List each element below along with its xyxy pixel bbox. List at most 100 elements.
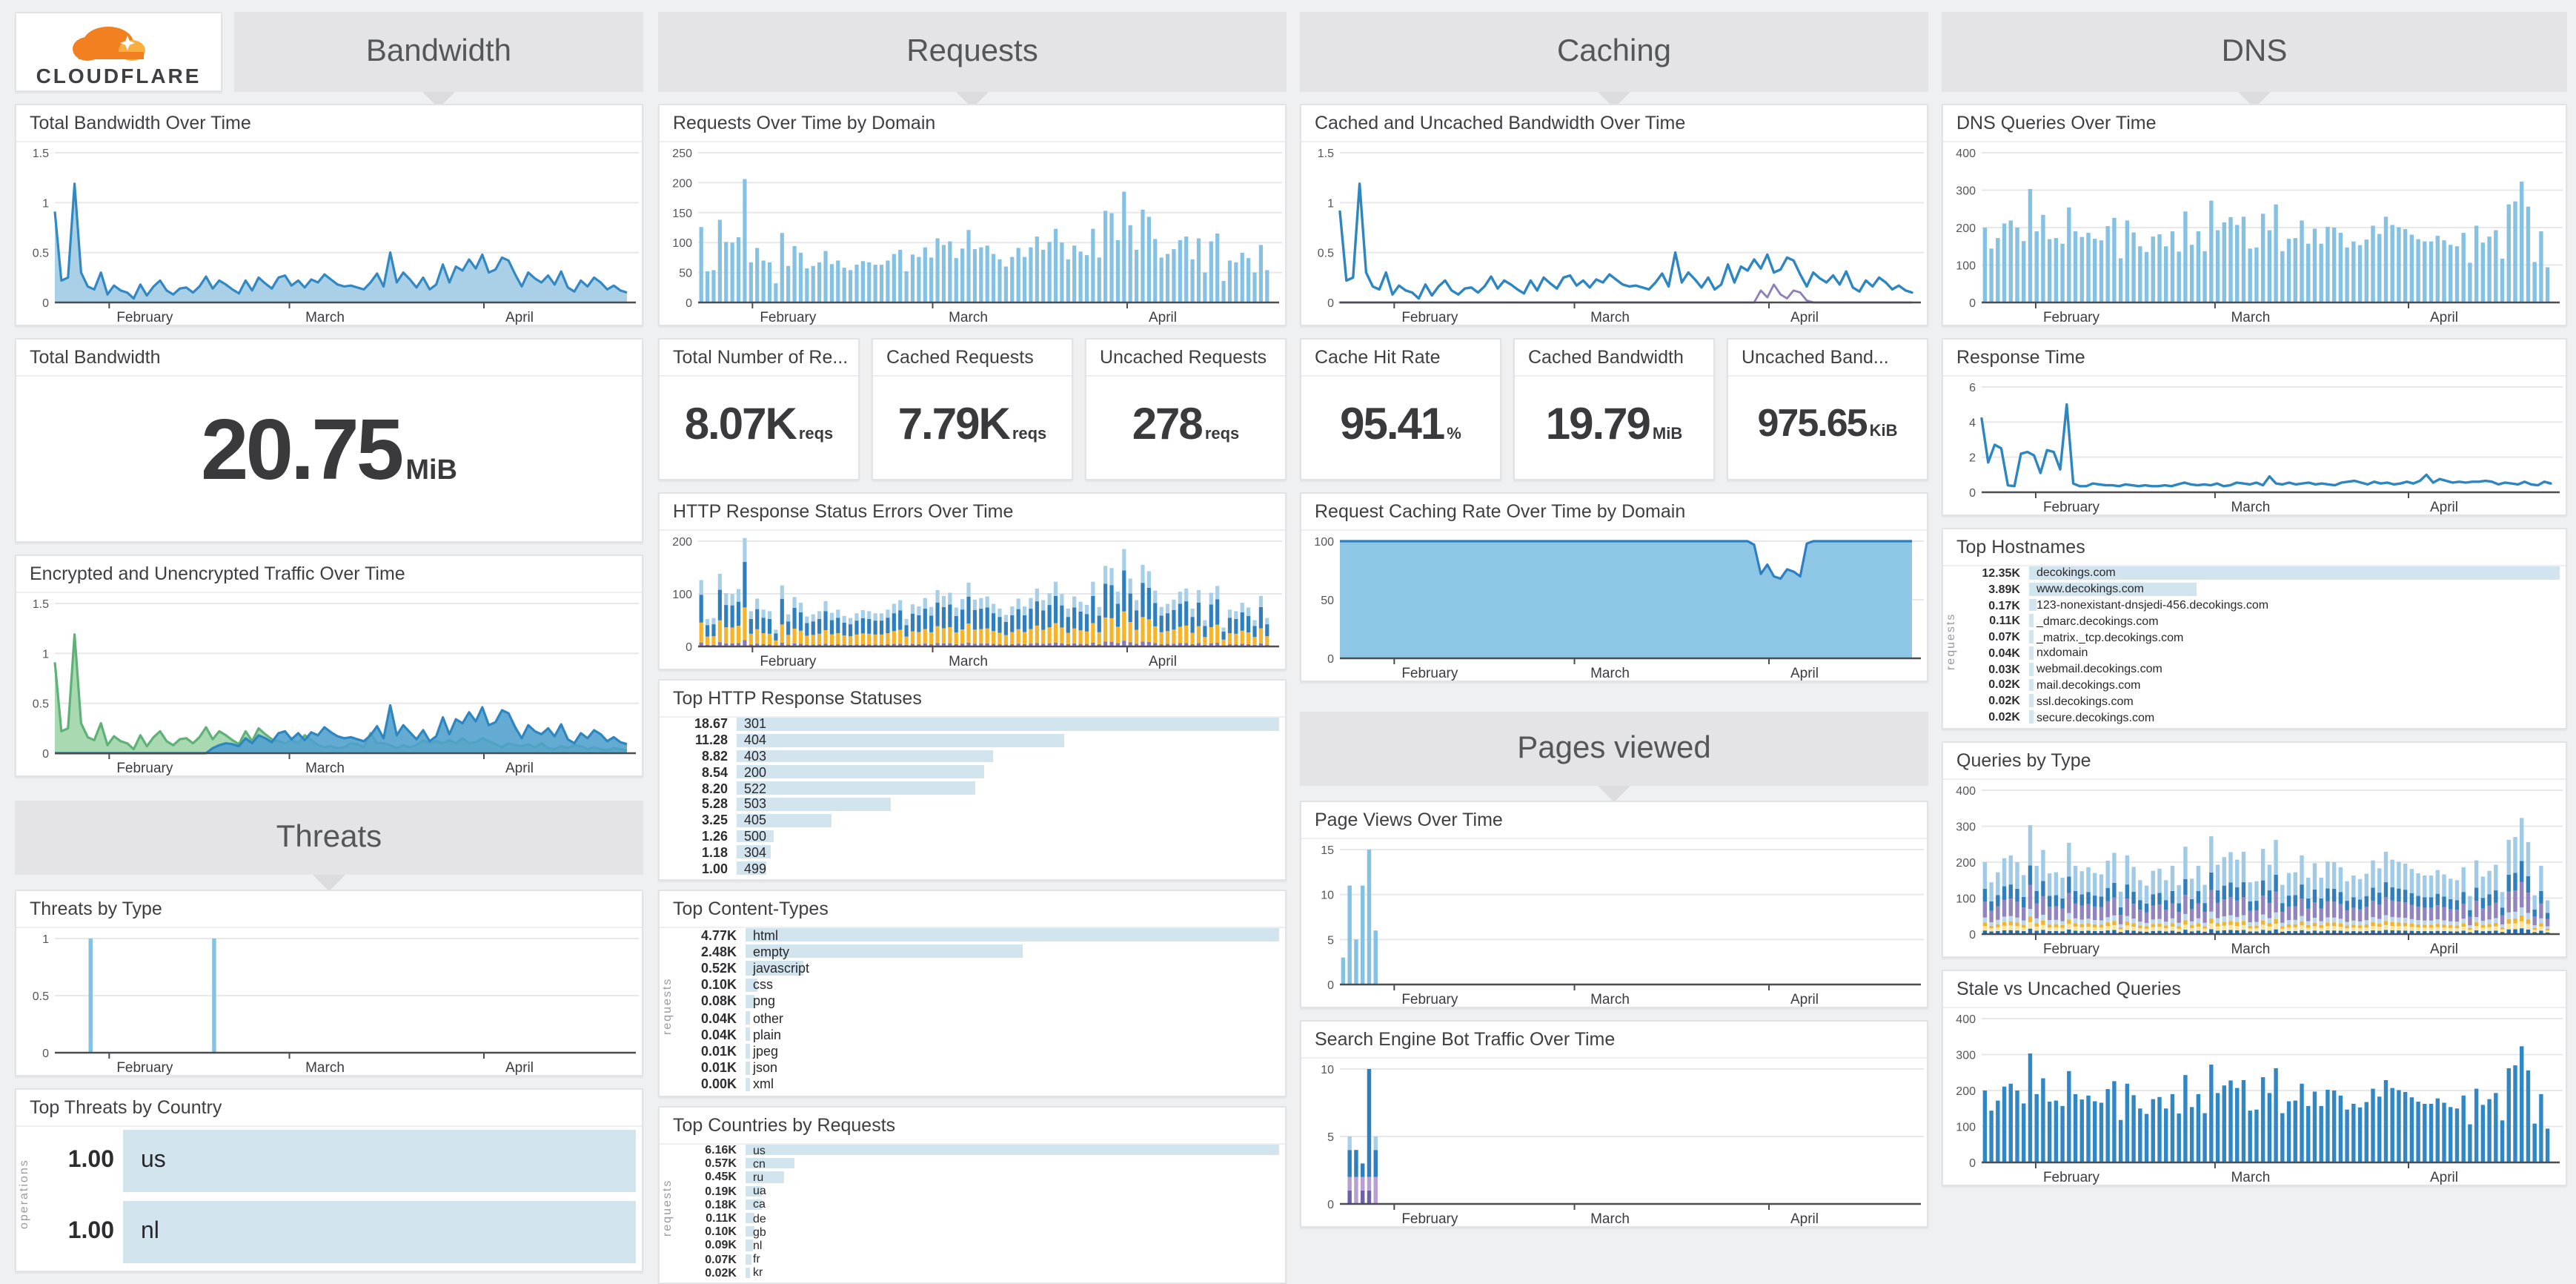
total-bandwidth-over-time-chart[interactable]: 0 0.5 1 1.5 February March April bbox=[16, 142, 642, 326]
row-bar-track: de bbox=[746, 1211, 1279, 1225]
row-bar-track: 405 bbox=[737, 813, 1279, 827]
svg-text:April: April bbox=[1790, 992, 1819, 1007]
svg-text:0.5: 0.5 bbox=[33, 248, 49, 260]
row-bar bbox=[746, 1158, 795, 1169]
total-requests-value: 8.07K reqs bbox=[660, 400, 858, 451]
bot-traffic-chart[interactable]: 0 5 10 February March April bbox=[1301, 1059, 1927, 1228]
top-http-statuses-list[interactable]: 18.67 301 11.28 404 8.82 403 8.54 200 8.20 522 5.2… bbox=[665, 716, 1279, 876]
list-row: 6.16K us bbox=[674, 1143, 1279, 1156]
row-bar-track: 403 bbox=[737, 748, 1279, 764]
row-label: css bbox=[753, 977, 773, 993]
row-value: 1.00 bbox=[67, 1219, 114, 1244]
row-bar-track: empty bbox=[746, 944, 1279, 959]
request-caching-rate-chart[interactable]: 0 50 100 February March April bbox=[1301, 531, 1927, 682]
list-row: 0.01K json bbox=[674, 1059, 1279, 1076]
row-bar bbox=[746, 1254, 752, 1265]
svg-text:March: March bbox=[2231, 500, 2270, 515]
page-views-chart[interactable]: 0 5 10 15 February March April bbox=[1301, 839, 1927, 1008]
threats-by-type-chart[interactable]: 0 0.5 1 February March April bbox=[16, 928, 642, 1076]
svg-text:March: March bbox=[2231, 942, 2270, 957]
list-row: 8.20 522 bbox=[665, 780, 1279, 796]
list-row: 0.01K jpeg bbox=[674, 1043, 1279, 1059]
svg-text:April: April bbox=[1149, 310, 1177, 325]
svg-text:100: 100 bbox=[672, 589, 692, 601]
stat-unit: reqs bbox=[1012, 426, 1047, 443]
svg-text:0: 0 bbox=[42, 297, 49, 310]
row-bar bbox=[746, 1027, 751, 1042]
svg-text:April: April bbox=[505, 310, 534, 325]
row-label: _dmarc.decokings.com bbox=[2036, 614, 2159, 628]
row-label: www.decokings.com bbox=[2036, 582, 2144, 596]
row-bar-track: decokings.com bbox=[2029, 566, 2560, 580]
svg-text:100: 100 bbox=[1956, 893, 1976, 906]
row-bar-track: us bbox=[746, 1143, 1279, 1156]
svg-text:0: 0 bbox=[1969, 487, 1976, 500]
stale-uncached-queries-chart[interactable]: 0 100 200 300 400 February March April bbox=[1943, 1008, 2566, 1186]
y-axis-label-operations: operations bbox=[17, 1158, 30, 1229]
row-bar-track: 123-nonexistant-dnsjedi-456.decokings.co… bbox=[2029, 598, 2560, 612]
response-time-chart[interactable]: 0 2 4 6 February March April bbox=[1943, 377, 2566, 516]
cache-hit-rate-value: 95.41 % bbox=[1301, 400, 1500, 451]
top-countries-list[interactable]: 6.16K us 0.57K cn 0.45K ru 0.19K ua 0.18K ca 0.11K… bbox=[674, 1143, 1279, 1280]
card-title: Top Countries by Requests bbox=[660, 1108, 1285, 1145]
list-row: 0.02K secure.decokings.com bbox=[1958, 709, 2560, 725]
row-bar bbox=[746, 1240, 754, 1251]
svg-text:April: April bbox=[2430, 310, 2458, 325]
row-bar-track: png bbox=[746, 994, 1279, 1009]
row-bar bbox=[2029, 710, 2034, 724]
queries-by-type-chart[interactable]: 0 100 200 300 400 February March April bbox=[1943, 780, 2566, 958]
card-top-hostnames: Top Hostnames requests 12.35K decokings.c… bbox=[1942, 528, 2567, 729]
encrypted-traffic-chart[interactable]: 0 0.5 1 1.5 February March April bbox=[16, 593, 642, 777]
svg-text:February: February bbox=[1401, 1211, 1458, 1227]
row-value: 0.19K bbox=[705, 1184, 737, 1198]
total-bandwidth-value: 20.75 MiB bbox=[16, 400, 642, 500]
row-value: 0.04K bbox=[700, 1010, 737, 1026]
top-hostnames-list[interactable]: 12.35K decokings.com 3.89K www.decokings.co… bbox=[1958, 565, 2560, 725]
card-title: HTTP Response Status Errors Over Time bbox=[660, 494, 1285, 531]
list-row: 0.11K _dmarc.decokings.com bbox=[1958, 613, 2560, 629]
svg-text:April: April bbox=[2430, 500, 2458, 515]
card-title: Total Bandwidth bbox=[16, 340, 642, 377]
card-title: Stale vs Uncached Queries bbox=[1943, 971, 2566, 1008]
row-bar bbox=[746, 1077, 750, 1091]
row-bar bbox=[2029, 598, 2036, 612]
row-bar-track: other bbox=[746, 1010, 1279, 1025]
row-bar bbox=[737, 845, 771, 859]
row-value: 1.00 bbox=[67, 1148, 114, 1173]
list-row: 0.04K nxdomain bbox=[1958, 645, 2560, 661]
stat-number: 8.07K bbox=[684, 400, 797, 449]
row-label: fr bbox=[753, 1252, 760, 1266]
row-label: _matrix._tcp.decokings.com bbox=[2036, 630, 2184, 644]
list-row: 5.28 503 bbox=[665, 796, 1279, 813]
row-bar bbox=[737, 781, 975, 795]
svg-text:200: 200 bbox=[672, 177, 692, 190]
top-content-types-list[interactable]: 4.77K html 2.48K empty 0.52K javascript 0.10K c… bbox=[674, 927, 1279, 1093]
stat-unit: reqs bbox=[798, 426, 834, 443]
dns-queries-chart[interactable]: 0 100 200 300 400 February March April bbox=[1943, 142, 2566, 326]
card-title: Top Hostnames bbox=[1943, 529, 2566, 566]
stat-unit: % bbox=[1447, 426, 1461, 443]
cached-uncached-bandwidth-chart[interactable]: 0 0.5 1 1.5 February March April bbox=[1301, 142, 1927, 326]
card-uncached-requests: Uncached Requests 278 reqs bbox=[1085, 338, 1287, 480]
row-label: 403 bbox=[744, 748, 767, 764]
requests-over-time-chart[interactable]: 0 50 100 150 200 250 February March April bbox=[660, 142, 1285, 326]
row-bar-track: kr bbox=[746, 1266, 1279, 1280]
row-bar bbox=[746, 978, 757, 992]
svg-text:1.5: 1.5 bbox=[1318, 148, 1334, 160]
row-value: 0.17K bbox=[1988, 598, 2020, 612]
row-label: 503 bbox=[744, 796, 767, 812]
stat-unit: MiB bbox=[405, 455, 457, 486]
top-threats-by-country-list[interactable]: 1.00 us 1.00 nl bbox=[31, 1125, 636, 1268]
row-value: 0.01K bbox=[700, 1043, 737, 1059]
list-row: 0.00K xml bbox=[674, 1076, 1279, 1092]
svg-text:March: March bbox=[305, 1060, 345, 1076]
row-label: nl bbox=[141, 1219, 159, 1244]
row-value: 0.11K bbox=[706, 1211, 737, 1225]
svg-text:0: 0 bbox=[1969, 297, 1976, 310]
http-errors-chart[interactable]: 0 100 200 February March April bbox=[660, 531, 1285, 670]
stat-unit: reqs bbox=[1204, 426, 1240, 443]
svg-text:0.5: 0.5 bbox=[1318, 248, 1334, 260]
row-bar bbox=[746, 1212, 755, 1224]
row-label: gb bbox=[753, 1225, 766, 1239]
row-bar-track: nxdomain bbox=[2029, 646, 2560, 660]
